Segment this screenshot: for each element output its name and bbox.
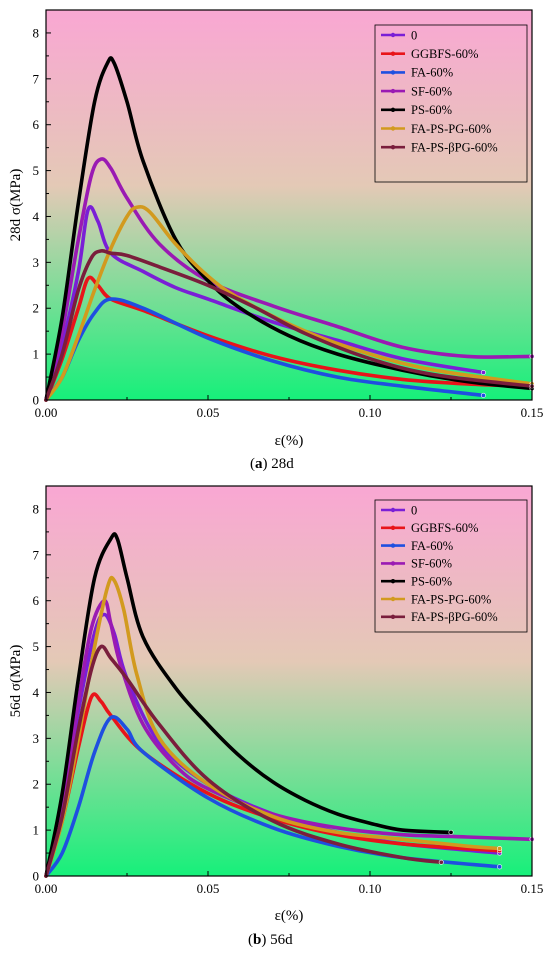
- legend-marker-6: [390, 145, 396, 150]
- legend-marker-2: [390, 543, 396, 548]
- series-end-point-2: [480, 392, 486, 398]
- series-line-6: [44, 644, 444, 878]
- legend-label-5: FA-PS-PG-60%: [411, 122, 491, 136]
- legend-label-4: PS-60%: [411, 103, 452, 117]
- y-tick-label: 5: [33, 163, 40, 178]
- plot-background: [46, 10, 532, 400]
- caption-28d: (a) 28d: [250, 456, 294, 472]
- legend-label-1: GGBFS-60%: [411, 521, 478, 535]
- legend-label-0: 0: [411, 28, 417, 42]
- legend-marker-5: [390, 596, 396, 602]
- series-end-point-6: [438, 859, 444, 865]
- x-axis-label: ε(%): [275, 433, 304, 449]
- y-tick-label: 0: [33, 869, 40, 884]
- y-tick-label: 7: [33, 547, 40, 562]
- legend: 0 GGBFS-60% FA-60% SF-60% PS-60% FA-PS-PG-60%…: [374, 24, 528, 183]
- y-axis-ticks: 0 1 2 3 4 5 6 7 8: [33, 501, 51, 884]
- x-axis-ticks: 0.00 0.05 0.10 0.15: [35, 395, 544, 420]
- series-end-point-5: [497, 845, 503, 851]
- x-tick-label: 0.05: [197, 405, 220, 420]
- legend-marker-3: [390, 88, 396, 94]
- legend-label-2: FA-60%: [411, 539, 453, 553]
- legend-label-3: SF-60%: [411, 84, 452, 98]
- series-line-4: [44, 56, 534, 402]
- y-tick-label: 6: [33, 593, 40, 608]
- chart-panel-28d: 0.00 0.05 0.10 0.15 0 1 2 3 4 5 6 7 8 28d σ(MPa) ε(…: [8, 9, 544, 472]
- series-line-3: [44, 157, 534, 402]
- legend-label-5: FA-PS-PG-60%: [411, 592, 491, 606]
- legend-marker-0: [390, 32, 396, 38]
- legend-label-1: GGBFS-60%: [411, 47, 478, 61]
- legend-label-3: SF-60%: [411, 557, 452, 571]
- x-tick-label: 0.05: [197, 881, 220, 896]
- x-tick-label: 0.00: [35, 405, 58, 420]
- legend-box: [374, 24, 528, 183]
- x-axis-ticks: 0.00 0.05 0.10 0.15: [35, 871, 544, 896]
- legend-marker-1: [390, 51, 396, 56]
- y-tick-label: 4: [33, 685, 40, 700]
- legend-marker-1: [390, 525, 396, 530]
- x-tick-label: 0.15: [521, 881, 544, 896]
- series-line-0: [44, 205, 486, 402]
- y-axis-label: 28d σ(MPa): [8, 169, 24, 242]
- legend-label-2: FA-60%: [411, 66, 453, 80]
- legend-marker-2: [390, 70, 396, 75]
- y-tick-label: 4: [33, 209, 40, 224]
- legend-label-6: FA-PS-βPG-60%: [411, 141, 498, 155]
- legend-box: [374, 499, 528, 633]
- y-tick-label: 2: [33, 777, 40, 792]
- legend-marker-5: [390, 126, 396, 131]
- caption-letter: a: [255, 456, 263, 472]
- x-tick-label: 0.10: [359, 405, 382, 420]
- y-tick-label: 5: [33, 639, 40, 654]
- y-tick-label: 6: [33, 117, 40, 132]
- legend-label-0: 0: [411, 503, 417, 517]
- x-axis-label: ε(%): [275, 908, 304, 924]
- legend-marker-4: [390, 107, 396, 113]
- y-tick-label: 2: [33, 301, 40, 316]
- y-tick-label: 1: [33, 347, 40, 362]
- series-end-point-2: [497, 864, 503, 870]
- caption-text: 56d: [266, 932, 293, 948]
- legend-marker-4: [390, 579, 396, 584]
- caption-letter: b: [253, 932, 261, 948]
- y-axis-ticks: 0 1 2 3 4 5 6 7 8: [33, 25, 51, 408]
- y-tick-label: 7: [33, 71, 40, 86]
- series-layer: [44, 532, 535, 878]
- series-end-point-0: [480, 369, 486, 375]
- legend: 0 GGBFS-60% FA-60% SF-60% PS-60% FA-PS-PG-60%…: [374, 499, 528, 633]
- x-tick-label: 0.15: [521, 405, 544, 420]
- legend-marker-0: [390, 507, 396, 513]
- series-end-point-4: [448, 829, 454, 835]
- series-line-6: [44, 248, 534, 402]
- y-tick-label: 3: [33, 731, 40, 746]
- y-axis-label: 56d σ(MPa): [8, 645, 24, 718]
- legend-label-6: FA-PS-βPG-60%: [411, 610, 498, 624]
- y-tick-label: 8: [33, 25, 40, 40]
- series-line-3: [44, 598, 534, 878]
- series-line-5: [44, 204, 534, 402]
- caption-56d: (b) 56d: [248, 932, 293, 948]
- series-line-4: [44, 532, 453, 878]
- y-tick-label: 3: [33, 255, 40, 270]
- y-tick-label: 0: [33, 393, 40, 408]
- x-tick-label: 0.10: [359, 881, 382, 896]
- series-layer: [44, 56, 535, 402]
- chart-panel-56d: 0.00 0.05 0.10 0.15 0 1 2 3 4 5 6 7 8 56d σ(MPa) ε(…: [8, 485, 544, 948]
- legend-marker-6: [390, 614, 396, 619]
- legend-marker-3: [390, 561, 396, 566]
- y-tick-label: 1: [33, 823, 40, 838]
- x-tick-label: 0.00: [35, 881, 58, 896]
- legend-label-4: PS-60%: [411, 575, 452, 589]
- y-tick-label: 8: [33, 501, 40, 516]
- caption-text: 28d: [268, 456, 295, 472]
